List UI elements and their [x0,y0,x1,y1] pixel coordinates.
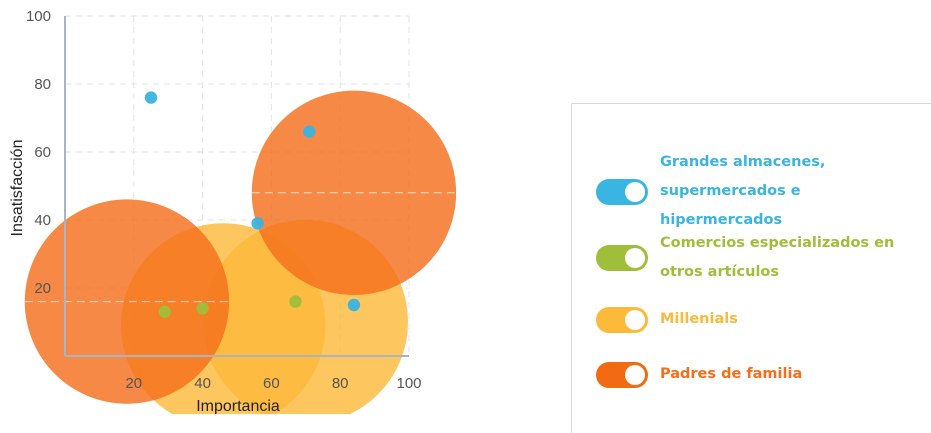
legend-item-padres-de-familia[interactable]: Padres de familia [596,360,925,389]
x-tick-label: 100 [396,375,421,392]
legend: Grandes almacenes, supermercados e hiper… [571,103,931,433]
toggle-knob [625,309,645,330]
bubble-2-3[interactable] [289,295,302,308]
legend-label-line: Comercios especializados en [660,235,895,251]
legend-toggle-padres-de-familia[interactable] [596,361,648,388]
bubble-4-2[interactable] [251,90,457,295]
y-axis-title: Insatisfacción [9,140,26,237]
legend-toggle-millenials[interactable] [596,306,648,333]
legend-item-comercios-especializados[interactable]: Comercios especializados en otros artícu… [596,229,925,287]
legend-label-line: Millenials [660,311,738,327]
y-tick-label: 60 [34,144,51,161]
legend-label-line: supermercados e hipermercados [660,183,801,228]
legend-label-padres-de-familia[interactable]: Padres de familia [660,360,925,389]
x-axis-title: Importancia [196,398,280,414]
x-tick-label: 20 [125,375,142,392]
y-tick-label: 20 [34,280,51,297]
toggle-knob [625,181,645,202]
axes [64,16,409,357]
bubble-chart: 20 40 60 80 100 20 40 60 80 100 Importancia Insat… [9,8,457,414]
toggle-knob [625,364,645,385]
legend-label-comercios-especializados[interactable]: Comercios especializados en otros artícu… [660,229,925,287]
legend-label-line: otros artículos [660,264,780,280]
legend-toggle-comercios-especializados[interactable] [596,245,648,271]
y-tick-label: 40 [34,212,51,229]
legend-item-millenials[interactable]: Millenials [596,305,925,334]
bubble-1-3[interactable] [303,125,316,138]
y-tick-label: 100 [26,8,51,25]
tick-labels: 20 40 60 80 100 20 40 60 80 100 [26,8,422,392]
x-tick-label: 40 [194,375,211,392]
bubble-2-1[interactable] [158,305,171,318]
x-tick-label: 80 [332,375,349,392]
y-tick-label: 80 [34,76,51,93]
bubble-1-1[interactable] [144,91,158,104]
legend-label-line: Padres de familia [660,366,803,382]
bubble-2-2[interactable] [196,302,209,315]
legend-label-grandes-almacenes[interactable]: Grandes almacenes, supermercados e hiper… [660,148,925,235]
bubble-1-4[interactable] [347,298,361,312]
points [144,91,361,318]
legend-item-grandes-almacenes[interactable]: Grandes almacenes, supermercados e hiper… [596,148,925,235]
legend-label-line: Grandes almacenes, [660,154,826,170]
x-tick-label: 60 [263,375,280,392]
toggle-knob [625,248,645,268]
bubble-1-2[interactable] [251,217,264,230]
legend-toggle-grandes-almacenes[interactable] [596,178,648,205]
legend-label-millenials[interactable]: Millenials [660,305,925,334]
bubbles [24,90,457,414]
bubble-4-1[interactable] [24,199,230,404]
